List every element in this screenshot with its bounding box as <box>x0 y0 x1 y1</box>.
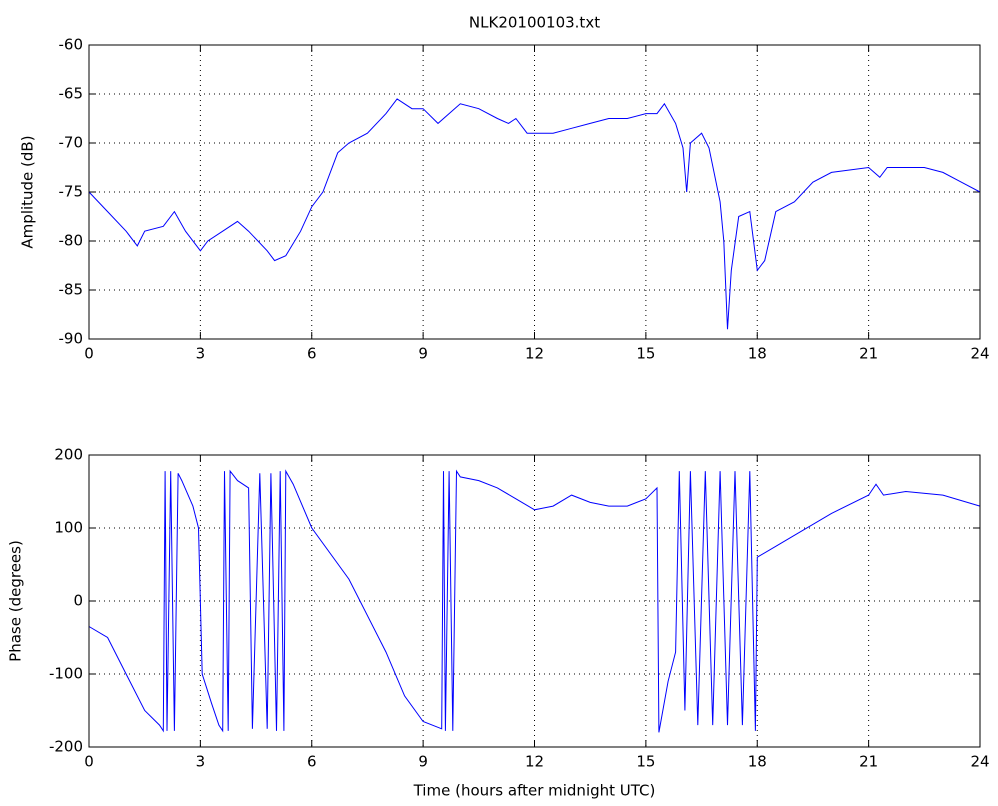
x-tick-label: 0 <box>84 753 94 771</box>
axes-box <box>88 454 981 748</box>
y-tick-label: -85 <box>59 281 84 299</box>
x-tick-label: 0 <box>84 345 94 363</box>
x-tick-label: 21 <box>859 753 878 771</box>
x-tick-label: 24 <box>970 345 989 363</box>
y-axis-label: Amplitude (dB) <box>19 135 37 248</box>
y-tick-label: -65 <box>59 85 84 103</box>
y-tick-label: -60 <box>59 36 84 54</box>
y-tick-label: -80 <box>59 232 84 250</box>
x-tick-label: 24 <box>970 753 989 771</box>
y-tick-label: 0 <box>73 592 83 610</box>
x-tick-label: 3 <box>196 753 206 771</box>
x-tick-label: 18 <box>748 345 767 363</box>
x-tick-label: 6 <box>307 345 317 363</box>
data-line <box>88 469 981 733</box>
x-tick-label: 12 <box>525 753 544 771</box>
x-tick-label: 21 <box>859 345 878 363</box>
axes-box <box>88 44 981 340</box>
x-tick-label: 15 <box>636 345 655 363</box>
x-tick-label: 6 <box>307 753 317 771</box>
x-tick-label: 12 <box>525 345 544 363</box>
y-tick-label: 100 <box>54 519 83 537</box>
y-tick-label: -90 <box>59 330 84 348</box>
x-tick-label: 9 <box>418 753 428 771</box>
x-axis-label: Time (hours after midnight UTC) <box>413 782 656 800</box>
x-tick-label: 3 <box>196 345 206 363</box>
y-tick-label: 200 <box>54 446 83 464</box>
x-tick-label: 18 <box>748 753 767 771</box>
x-tick-label: 15 <box>636 753 655 771</box>
y-tick-label: -200 <box>49 738 83 756</box>
chart-title: NLK20100103.txt <box>469 14 600 32</box>
y-axis-label: Phase (degrees) <box>7 540 25 662</box>
y-tick-label: -100 <box>49 665 83 683</box>
x-tick-label: 9 <box>418 345 428 363</box>
y-tick-label: -75 <box>59 183 84 201</box>
y-tick-label: -70 <box>59 134 84 152</box>
data-line <box>88 98 981 330</box>
